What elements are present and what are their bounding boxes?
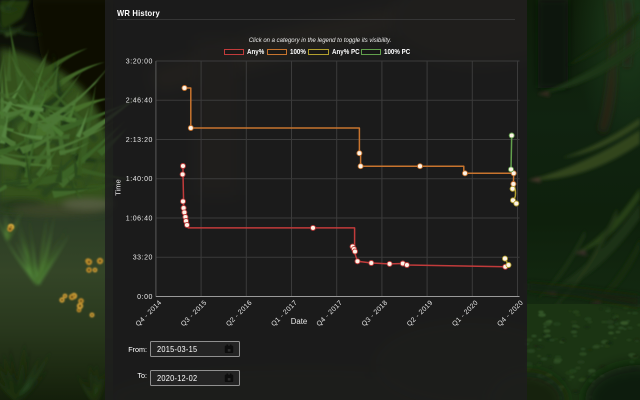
- svg-text:1:40:00: 1:40:00: [126, 176, 153, 183]
- svg-text:Q3 - 2015: Q3 - 2015: [180, 299, 209, 328]
- svg-text:Q4 - 2020: Q4 - 2020: [496, 299, 525, 328]
- svg-text:33:20: 33:20: [133, 255, 153, 262]
- svg-text:2:13:20: 2:13:20: [126, 137, 153, 144]
- svg-text:2:46:40: 2:46:40: [126, 98, 153, 105]
- svg-text:Q1 - 2020: Q1 - 2020: [451, 299, 480, 328]
- svg-text:1:06:40: 1:06:40: [126, 215, 153, 222]
- svg-text:Q2 - 2016: Q2 - 2016: [225, 299, 254, 328]
- svg-text:3:20:00: 3:20:00: [126, 58, 153, 65]
- svg-text:Q3 - 2018: Q3 - 2018: [361, 299, 390, 328]
- svg-text:Q2 - 2019: Q2 - 2019: [406, 299, 435, 328]
- svg-text:0:00: 0:00: [137, 294, 153, 301]
- svg-text:Q4 - 2017: Q4 - 2017: [316, 299, 345, 328]
- svg-text:Time: Time: [114, 179, 123, 195]
- svg-text:Date: Date: [291, 317, 307, 326]
- svg-text:Q4 - 2014: Q4 - 2014: [135, 299, 164, 328]
